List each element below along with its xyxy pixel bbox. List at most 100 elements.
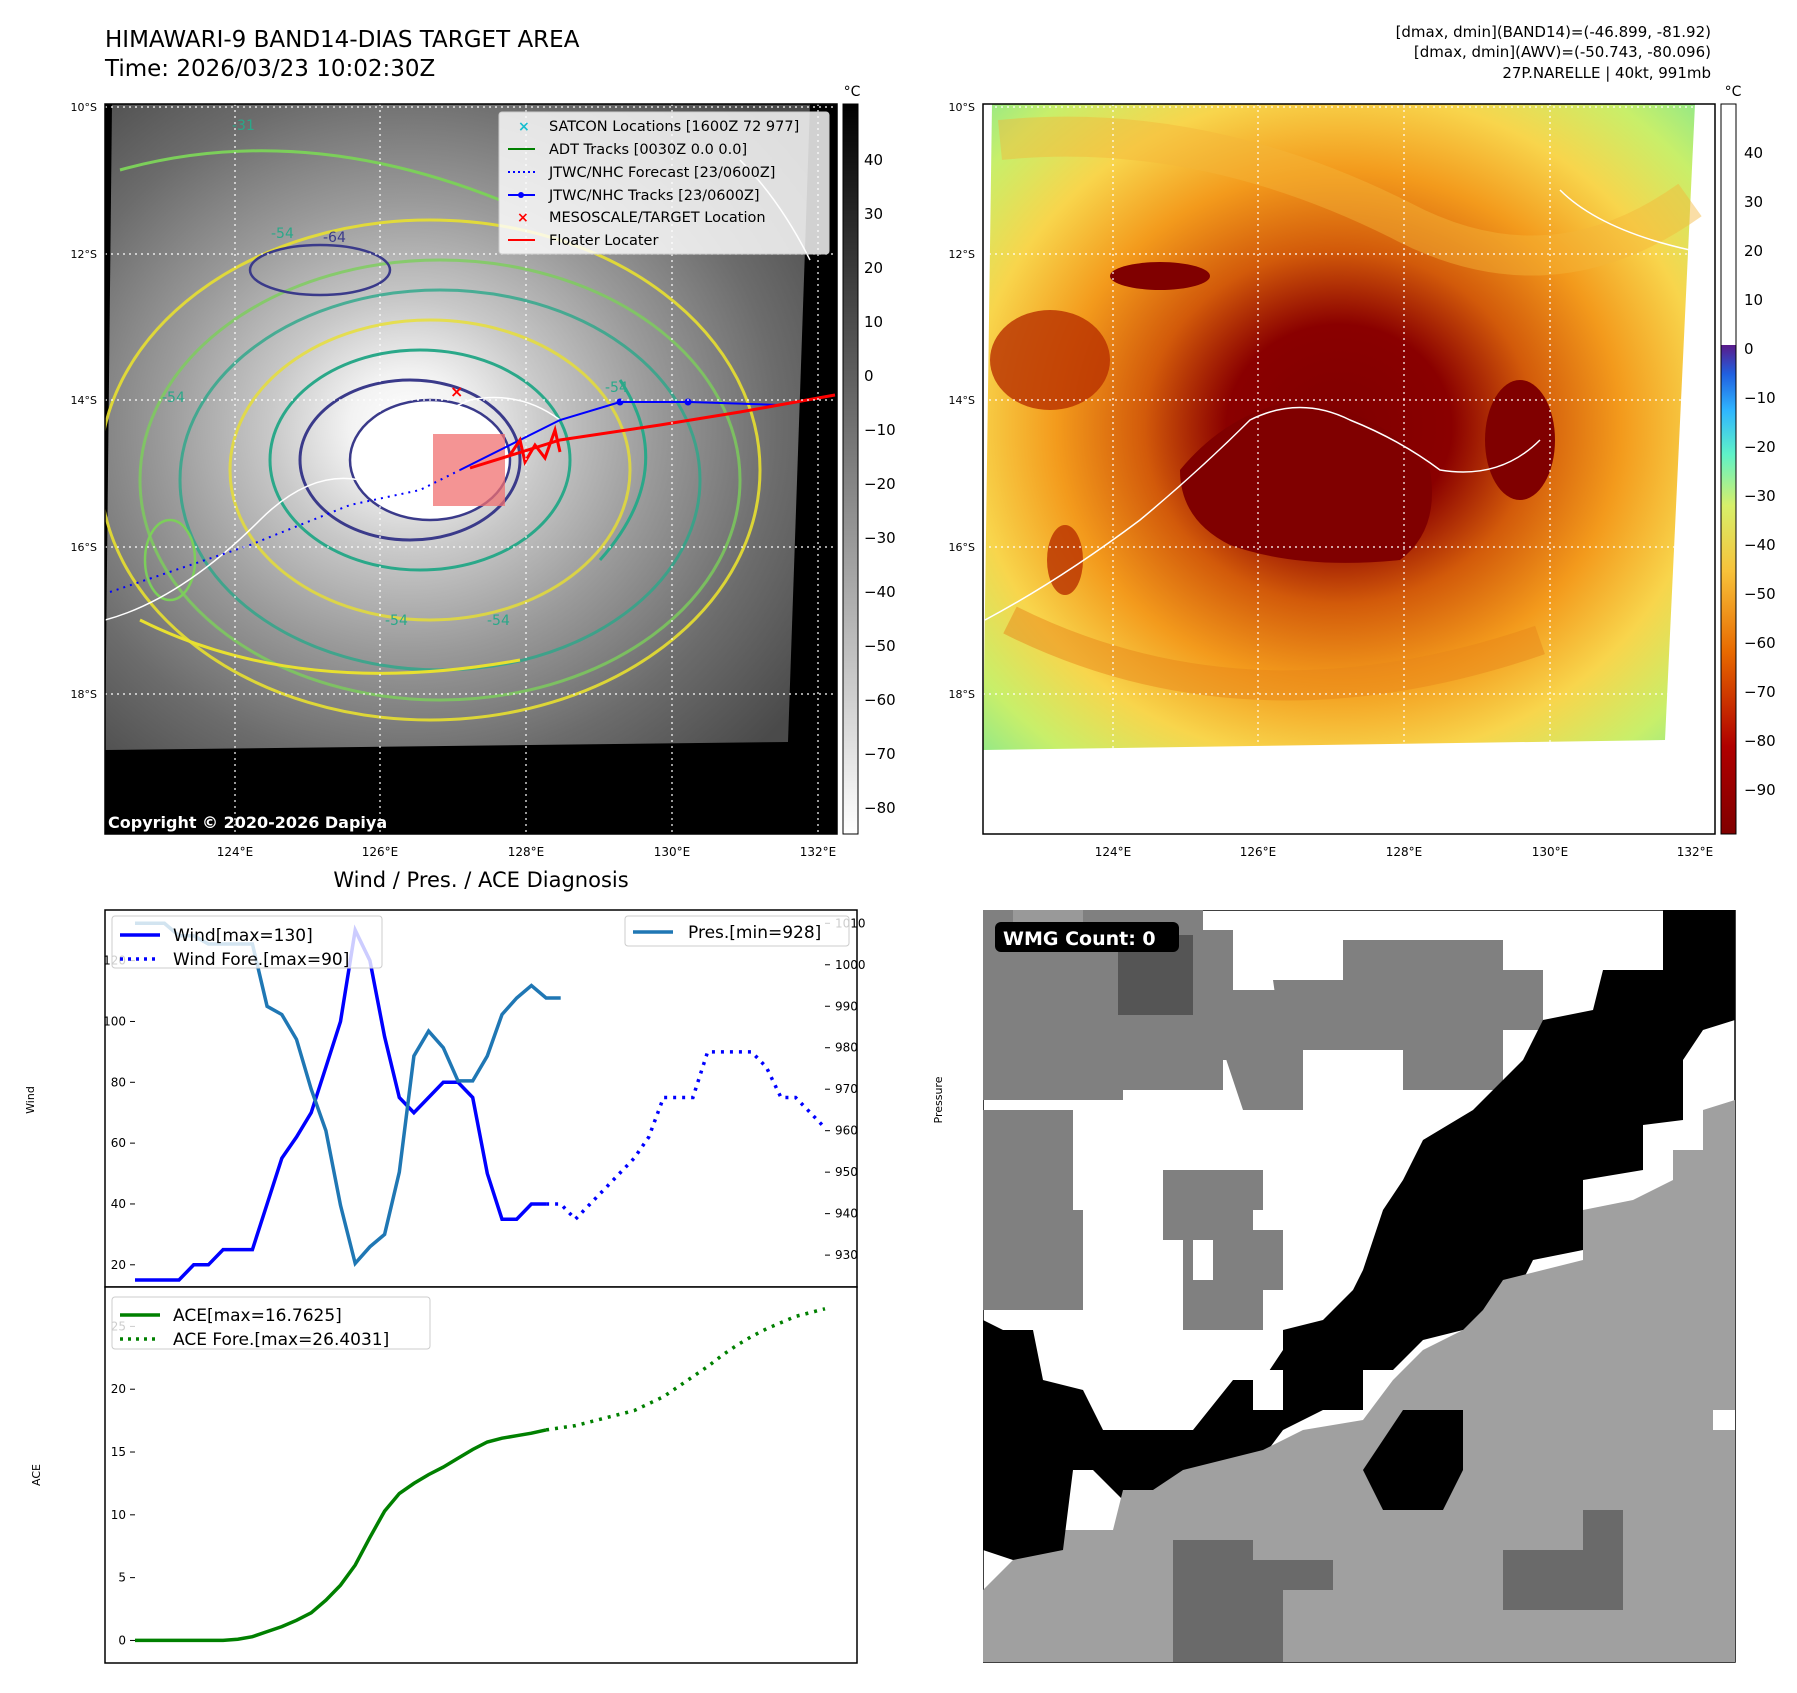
colorbar-tick: −70 (864, 745, 896, 763)
colorbar-tick-right: −60 (1744, 634, 1776, 652)
colorbar-tick: −80 (864, 799, 896, 817)
contour-label: -54 (487, 613, 510, 629)
legend-ace: ACE[max=16.7625] (173, 1306, 342, 1326)
colorbar-tick-right: −50 (1744, 585, 1776, 603)
y2-tick-label: 960 (835, 1124, 858, 1138)
colorbar-tick: 0 (864, 367, 874, 385)
colorbar-tick: −50 (864, 637, 896, 655)
colorbar-tick: 30 (864, 205, 883, 223)
lon-label: 124°E (217, 845, 254, 859)
colorbar-tick-right: 10 (1744, 291, 1763, 309)
lat-label-right: 14°S (949, 394, 975, 407)
lat-label: 12°S (71, 248, 97, 261)
y2-tick-label: 990 (835, 999, 858, 1013)
legend-floater: Floater Locater (549, 233, 658, 249)
colorbar-tick: 20 (864, 259, 883, 277)
lon-label: 132°E (800, 845, 837, 859)
colorbar-tick-right: −30 (1744, 487, 1776, 505)
legend-wind-forecast: Wind Fore.[max=90] (173, 950, 349, 970)
lon-label-right: 132°E (1677, 845, 1714, 859)
contour-label: -54 (271, 226, 294, 242)
series-line (135, 924, 547, 1282)
colorbar-tick-right: −20 (1744, 438, 1776, 456)
wmg-count-badge: WMG Count: 0 (995, 922, 1179, 952)
legend-wind: Wind[max=130] (173, 926, 313, 946)
colorbar-tick: −30 (864, 529, 896, 547)
map-legend: × × SATCON Locations [1600Z 72 977] ADT … (498, 111, 830, 255)
colorbar-tick-right: −80 (1744, 732, 1776, 750)
y2-tick-label: 930 (835, 1248, 858, 1262)
y-tick-label: 100 (103, 1014, 126, 1028)
ace-legend: ACE[max=16.7625] ACE Fore.[max=26.4031] (111, 1296, 431, 1350)
lon-label-right: 130°E (1532, 845, 1569, 859)
contour-label: -54 (162, 390, 185, 406)
colorbar-tick-right: 40 (1744, 144, 1763, 162)
pressure-legend: Pres.[min=928] (624, 915, 850, 947)
info-line-1: [dmax, dmin](BAND14)=(-46.899, -81.92) (1395, 23, 1711, 41)
wmg-map: WMG Count: 0 (983, 910, 1736, 1663)
y2-tick-label: 980 (835, 1041, 858, 1055)
legend-jtwc-forecast: JTWC/NHC Forecast [23/0600Z] (548, 165, 775, 181)
colorbar-gray (842, 103, 859, 835)
legend-target: MESOSCALE/TARGET Location (549, 210, 766, 226)
colorbar-tick-right: 30 (1744, 193, 1763, 211)
y2-tick-label: 940 (835, 1207, 858, 1221)
lat-label-right: 16°S (949, 541, 975, 554)
ace-axis-label: ACE (30, 1464, 43, 1486)
y2-tick-label: 970 (835, 1082, 858, 1096)
lon-label: 130°E (654, 845, 691, 859)
y-tick-label: 0 (118, 1633, 126, 1647)
ace-chart: 0510152025 ACE ACE[max=16.7625] ACE Fore… (30, 1286, 858, 1664)
y-tick-label: 40 (111, 1197, 126, 1211)
colorbar-tick: −20 (864, 475, 896, 493)
lat-label-right: 10°S (949, 101, 975, 114)
y2-tick-label: 1000 (835, 958, 866, 972)
svg-text:×: × (518, 119, 530, 135)
info-line-2: [dmax, dmin](AWV)=(-50.743, -80.096) (1413, 43, 1711, 61)
lon-label-right: 126°E (1240, 845, 1277, 859)
legend-pressure: Pres.[min=928] (688, 923, 821, 943)
lon-label: 128°E (508, 845, 545, 859)
y-tick-label: 80 (111, 1075, 126, 1089)
wind-pressure-chart: 20406080100120 9309409509609709809901000… (24, 909, 945, 1288)
svg-text:×: × (450, 382, 463, 401)
y-tick-label: 20 (111, 1382, 126, 1396)
legend-ace-forecast: ACE Fore.[max=26.4031] (173, 1330, 389, 1350)
chart-time: Time: 2026/03/23 10:02:30Z (105, 56, 436, 82)
y-tick-label: 60 (111, 1136, 126, 1150)
colorbar-tick-right: −10 (1744, 389, 1776, 407)
contour-label: -64 (323, 230, 346, 246)
lon-label: 126°E (362, 845, 399, 859)
colorbar-tick: −10 (864, 421, 896, 439)
chart-title: HIMAWARI-9 BAND14-DIAS TARGET AREA (105, 27, 580, 53)
lat-label: 14°S (71, 394, 97, 407)
lat-label: 16°S (71, 541, 97, 554)
colorbar-tick: −40 (864, 583, 896, 601)
wind-axis-label: Wind (24, 1086, 37, 1114)
colorbar-unit: °C (844, 84, 861, 100)
y-tick-label: 20 (111, 1258, 126, 1272)
colorbar-tick: 10 (864, 313, 883, 331)
series-line (135, 1428, 547, 1643)
wmg-count-label: WMG Count: 0 (1003, 928, 1156, 950)
svg-text:×: × (517, 210, 529, 226)
y-tick-label: 5 (118, 1571, 126, 1585)
lat-label: 18°S (71, 688, 97, 701)
legend-satcon: SATCON Locations [1600Z 72 977] (549, 119, 799, 135)
info-line-3: 27P.NARELLE | 40kt, 991mb (1502, 64, 1711, 82)
colorbar-tick-right: 20 (1744, 242, 1763, 260)
diagnosis-title: Wind / Pres. / ACE Diagnosis (333, 868, 629, 892)
pressure-axis-label: Pressure (932, 1076, 945, 1123)
copyright: Copyright © 2020-2026 Dapiya (108, 813, 387, 832)
colorbar-color (1720, 103, 1737, 835)
lon-label-right: 128°E (1386, 845, 1423, 859)
wind-legend: Wind[max=130] Wind Fore.[max=90] (111, 915, 383, 970)
legend-jtwc-tracks: JTWC/NHC Tracks [23/0600Z] (548, 188, 760, 204)
contour-label: -31 (232, 118, 255, 134)
colorbar-unit-right: °C (1725, 84, 1742, 100)
lat-label: 10°S (71, 101, 97, 114)
colorbar-tick-right: −90 (1744, 781, 1776, 799)
contour-label: -54 (605, 380, 628, 396)
colorbar-tick-right: 0 (1744, 340, 1754, 358)
colorbar-tick-right: −70 (1744, 683, 1776, 701)
